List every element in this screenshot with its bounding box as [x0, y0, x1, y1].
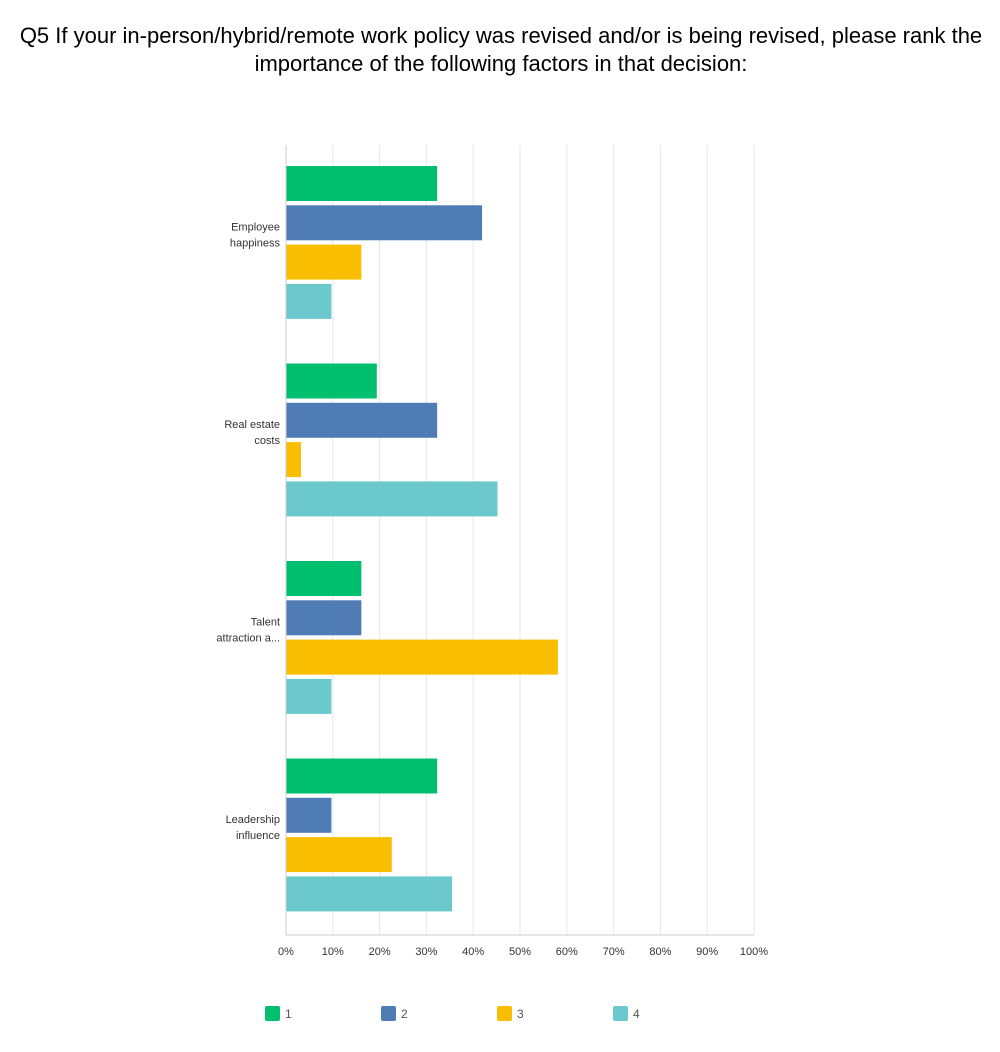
- x-tick-label: 30%: [415, 946, 437, 958]
- x-tick-label: 100%: [740, 946, 768, 958]
- x-tick-label: 60%: [556, 946, 578, 958]
- x-tick-label: 10%: [322, 946, 344, 958]
- legend-label: 2: [401, 1007, 408, 1021]
- legend: 1 2 3 4: [265, 1006, 640, 1021]
- bar-2: [286, 205, 483, 241]
- category-label: Real estate costs: [224, 419, 280, 447]
- x-tick-label: 80%: [649, 946, 671, 958]
- category-label: Leadership influence: [226, 814, 280, 842]
- legend-label: 3: [517, 1007, 524, 1021]
- category-label: Talent attraction a...: [216, 617, 280, 645]
- legend-swatch-1: [265, 1006, 280, 1021]
- bar-2: [286, 402, 438, 438]
- bar-1: [286, 166, 438, 201]
- bar-3: [286, 244, 362, 280]
- x-tick-label: 70%: [603, 946, 625, 958]
- bar-4: [286, 481, 498, 517]
- category-labels: Employee happiness Real estate costs Talent a…: [216, 222, 281, 842]
- legend-swatch-4: [613, 1006, 628, 1021]
- bar-1: [286, 363, 377, 399]
- bar-3: [286, 639, 558, 675]
- bar-4: [286, 876, 453, 912]
- bar-3: [286, 837, 392, 873]
- axes: [285, 145, 754, 936]
- legend-label: 1: [285, 1007, 292, 1021]
- x-tick-labels: 0% 10% 20% 30% 40% 50% 60% 70% 80% 90% 100%: [278, 946, 768, 958]
- category-label: Employee happiness: [230, 222, 281, 250]
- bar-4: [286, 678, 332, 714]
- x-tick-label: 20%: [369, 946, 391, 958]
- bar-2: [286, 797, 332, 833]
- x-tick-label: 0%: [278, 946, 294, 958]
- bar-2: [286, 600, 362, 636]
- bar-3: [286, 442, 301, 478]
- legend-swatch-2: [381, 1006, 396, 1021]
- chart-title: Q5 If your in-person/hybrid/remote work …: [19, 23, 983, 76]
- legend-swatch-3: [497, 1006, 512, 1021]
- x-tick-label: 40%: [462, 946, 484, 958]
- bar-1: [286, 561, 362, 596]
- bars: [286, 166, 558, 912]
- legend-label: 4: [633, 1007, 640, 1021]
- grid-lines: [332, 145, 755, 935]
- bar-1: [286, 758, 438, 794]
- x-tick-label: 50%: [509, 946, 531, 958]
- bar-4: [286, 283, 332, 319]
- x-tick-label: 90%: [696, 946, 718, 958]
